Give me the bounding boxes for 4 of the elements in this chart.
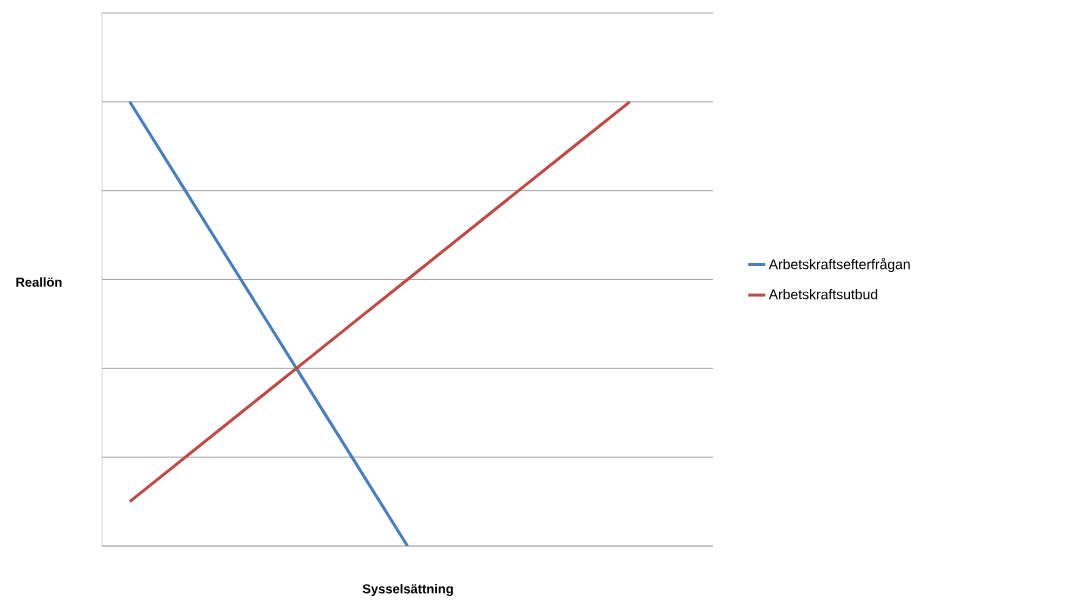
y-axis-title: Reallön bbox=[16, 277, 62, 287]
x-axis-title: Sysselsättning bbox=[362, 583, 453, 597]
legend-label: Arbetskraftsefterfrågan bbox=[768, 257, 910, 273]
legend-label: Arbetskraftsutbud bbox=[768, 289, 878, 300]
